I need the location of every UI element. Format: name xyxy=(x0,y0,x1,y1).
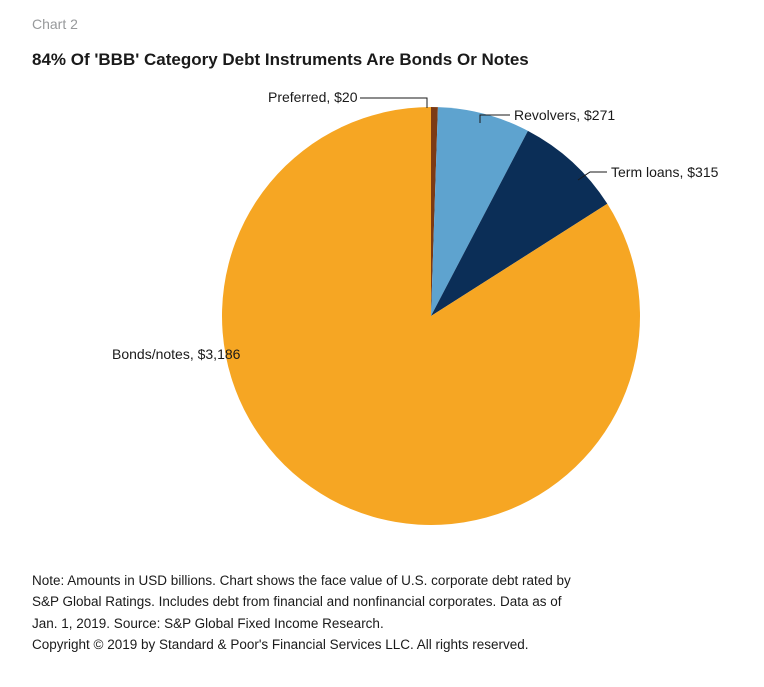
label-preferred: Preferred, $20 xyxy=(268,89,358,105)
footer-line-2: S&P Global Ratings. Includes debt from f… xyxy=(32,592,732,612)
footer-line-3: Jan. 1, 2019. Source: S&P Global Fixed I… xyxy=(32,614,732,634)
label-bondsnotes: Bonds/notes, $3,186 xyxy=(112,346,240,362)
chart-number: Chart 2 xyxy=(32,16,78,32)
label-termloans: Term loans, $315 xyxy=(611,164,718,180)
chart-canvas: Chart 2 84% Of 'BBB' Category Debt Instr… xyxy=(0,0,764,687)
chart-title: 84% Of 'BBB' Category Debt Instruments A… xyxy=(32,50,529,70)
footer-line-4: Copyright © 2019 by Standard & Poor's Fi… xyxy=(32,635,732,655)
footer-note: Note: Amounts in USD billions. Chart sho… xyxy=(32,571,732,657)
label-revolvers: Revolvers, $271 xyxy=(514,107,615,123)
footer-line-1: Note: Amounts in USD billions. Chart sho… xyxy=(32,571,732,591)
pie-chart xyxy=(222,107,640,525)
